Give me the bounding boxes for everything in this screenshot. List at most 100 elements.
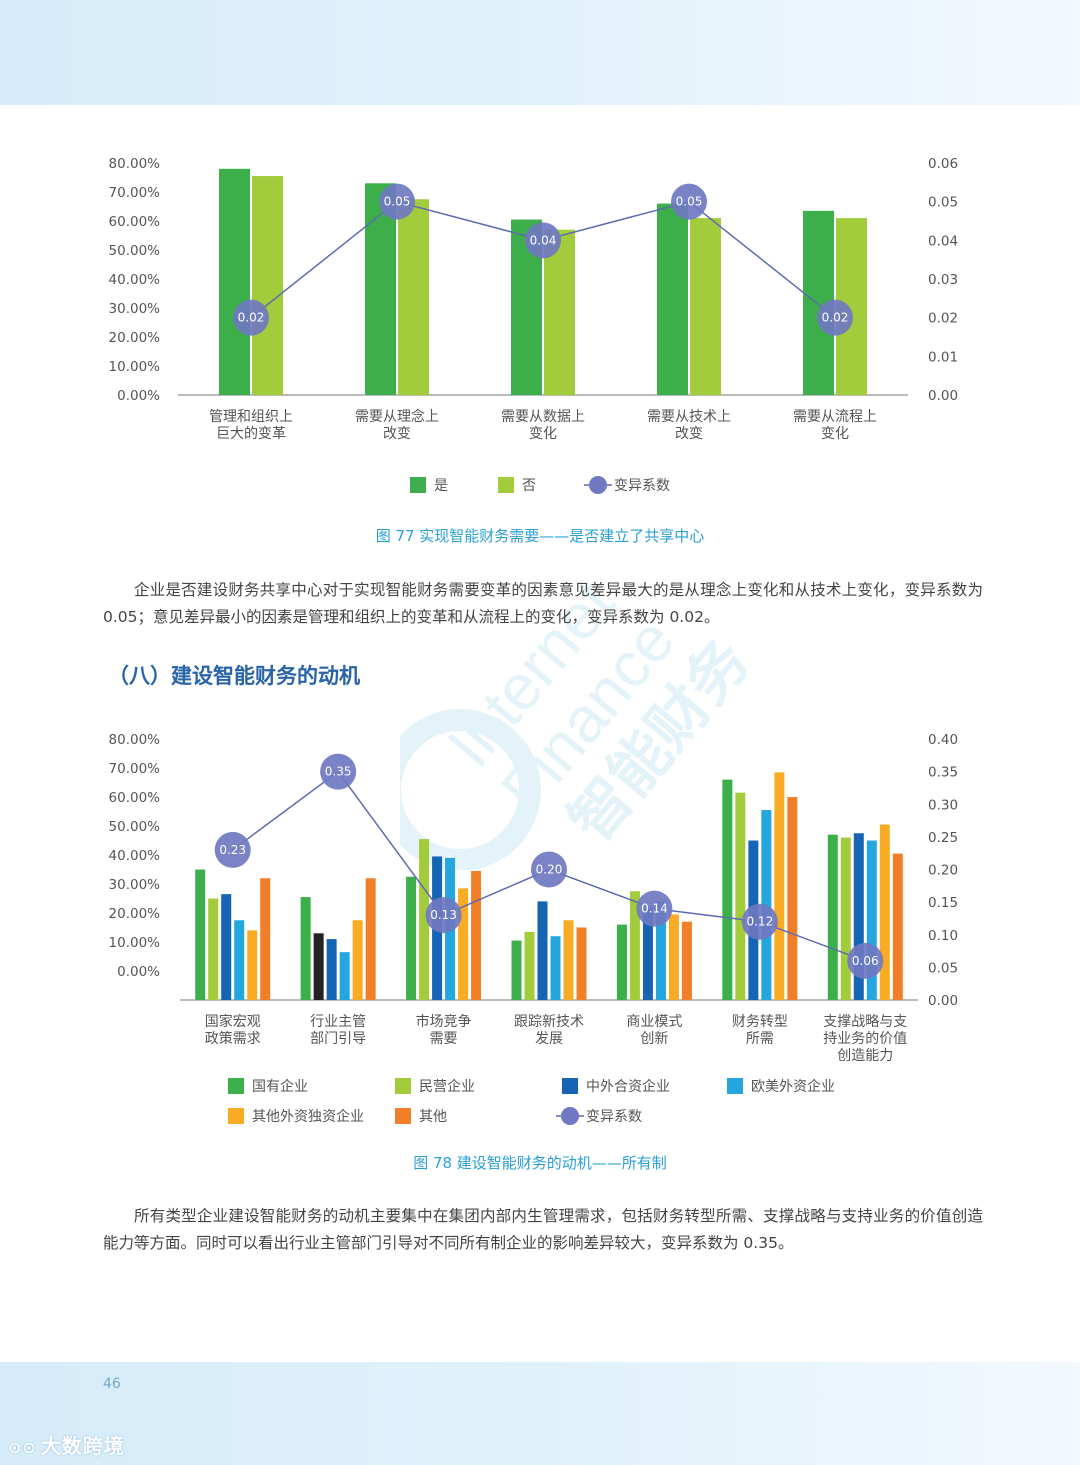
- category-label: 管理和组织上巨大的变革: [209, 409, 293, 442]
- y-left-tick-label: 40.00%: [109, 848, 161, 864]
- bar: [195, 869, 206, 1000]
- cv-point: [425, 897, 462, 934]
- y-right-tick-label: 0.00: [928, 993, 958, 1009]
- y-left-tick-label: 80.00%: [109, 156, 161, 172]
- footer-band: [0, 1362, 1080, 1465]
- y-left-tick-label: 70.00%: [109, 185, 161, 201]
- cv-point-label: 0.02: [822, 311, 849, 325]
- y-left-tick-label: 50.00%: [109, 819, 161, 835]
- legend-swatch: [727, 1078, 743, 1094]
- figure-77-caption: 图 77 实现智能财务需要——是否建立了共享中心: [375, 527, 705, 545]
- legend-label: 中外合资企业: [586, 1078, 670, 1095]
- legend-swatch: [228, 1078, 244, 1094]
- logo-text: 大数跨境: [40, 1434, 125, 1458]
- bar: [576, 927, 587, 1000]
- legend-label: 否: [522, 478, 536, 494]
- cv-point: [636, 890, 673, 927]
- category-label: 需要从理念上改变: [355, 408, 439, 442]
- cv-point-label: 0.06: [852, 954, 879, 968]
- legend-label: 变异系数: [614, 478, 670, 494]
- header-band: [0, 0, 1080, 105]
- bar: [352, 920, 363, 1000]
- y-right-tick-label: 0.40: [928, 732, 958, 748]
- legend-label: 其他外资独资企业: [252, 1108, 364, 1125]
- legend-label: 欧美外资企业: [751, 1078, 835, 1095]
- cv-point-label: 0.05: [676, 195, 703, 209]
- legend-swatch: [228, 1108, 244, 1124]
- y-right-tick-label: 0.05: [928, 195, 958, 211]
- chart-78: 0.00% 10.00% 20.00% 30.00% 40.00% 50.00% 60.00…: [109, 732, 958, 1125]
- figure-78-caption: 图 78 建设智能财务的动机——所有制: [413, 1154, 667, 1172]
- bar: [326, 939, 337, 1000]
- cv-point-label: 0.35: [325, 765, 352, 779]
- legend-swatch: [395, 1078, 411, 1094]
- bar: [722, 779, 733, 1000]
- bar: [365, 878, 376, 1000]
- y-right-tick-label: 0.04: [928, 233, 958, 249]
- bar: [471, 870, 482, 1000]
- bar: [221, 894, 232, 1000]
- brand-logo: ⊙⊙ 大数跨境: [8, 1430, 125, 1459]
- bar: [365, 183, 396, 395]
- y-left-tick-label: 30.00%: [109, 301, 161, 317]
- legend-swatch: [395, 1108, 411, 1124]
- y-right-tick-label: 0.10: [928, 928, 958, 944]
- bar: [563, 920, 574, 1000]
- bar: [681, 921, 692, 1000]
- bar: [458, 888, 469, 1000]
- bar: [866, 840, 877, 1000]
- legend-label: 国有企业: [252, 1078, 308, 1095]
- y-left-tick-label: 10.00%: [109, 935, 161, 951]
- bar: [616, 924, 627, 1000]
- bar: [668, 914, 679, 1000]
- y-right-tick-label: 0.35: [928, 765, 958, 781]
- y-right-tick-label: 0.30: [928, 797, 958, 813]
- page-number: 46: [103, 1376, 121, 1392]
- category-label: 国家宏观政策需求: [205, 1013, 261, 1047]
- cv-point-label: 0.14: [641, 902, 668, 916]
- category-label: 行业主管部门引导: [310, 1014, 366, 1047]
- cv-point-label: 0.05: [384, 195, 411, 209]
- y-left-tick-label: 20.00%: [109, 330, 161, 346]
- paragraph-1: 企业是否建设财务共享中心对于实现智能财务需要变革的因素意见差异最大的是从理念上变…: [103, 581, 983, 626]
- y-left-tick-label: 50.00%: [109, 243, 161, 259]
- y-left-tick-label: 80.00%: [109, 732, 161, 748]
- bar: [774, 772, 785, 1000]
- bar: [840, 837, 851, 1000]
- legend-marker: [561, 1107, 579, 1125]
- y-right-tick-label: 0.20: [928, 863, 958, 879]
- category-label: 需要从技术上改变: [647, 409, 731, 442]
- y-right-tick-label: 0.06: [928, 156, 958, 172]
- category-label: 需要从数据上变化: [501, 409, 585, 442]
- cv-point-label: 0.12: [746, 915, 773, 929]
- bar: [252, 176, 283, 395]
- bar: [339, 952, 350, 1000]
- logo-icon: ⊙⊙: [8, 1438, 37, 1457]
- category-label: 支撑战略与支持业务的价值创造能力: [823, 1014, 907, 1064]
- legend-label: 是: [434, 478, 448, 494]
- legend-marker: [589, 476, 607, 494]
- y-right-tick-label: 0.01: [928, 349, 958, 365]
- cv-point: [320, 753, 357, 790]
- cv-point: [379, 183, 415, 220]
- bar: [735, 792, 746, 1000]
- bar: [655, 901, 666, 1000]
- bar: [879, 824, 890, 1000]
- bar: [657, 203, 688, 395]
- cv-point: [531, 851, 567, 888]
- y-left-tick-label: 60.00%: [109, 214, 161, 230]
- cv-point: [671, 183, 707, 220]
- bar: [550, 936, 561, 1000]
- cv-point-label: 0.04: [530, 233, 557, 247]
- section-title: （八）建设智能财务的动机: [108, 664, 360, 688]
- legend-swatch: [498, 477, 514, 493]
- cv-point: [741, 903, 778, 940]
- bar: [247, 930, 258, 1000]
- legend-swatch: [562, 1078, 578, 1094]
- cv-point: [525, 222, 561, 259]
- bar: [219, 168, 250, 395]
- category-label: 商业模式创新: [626, 1014, 682, 1047]
- legend-label: 变异系数: [586, 1109, 642, 1125]
- y-right-tick-label: 0.00: [928, 388, 958, 404]
- cv-point-label: 0.02: [238, 311, 265, 325]
